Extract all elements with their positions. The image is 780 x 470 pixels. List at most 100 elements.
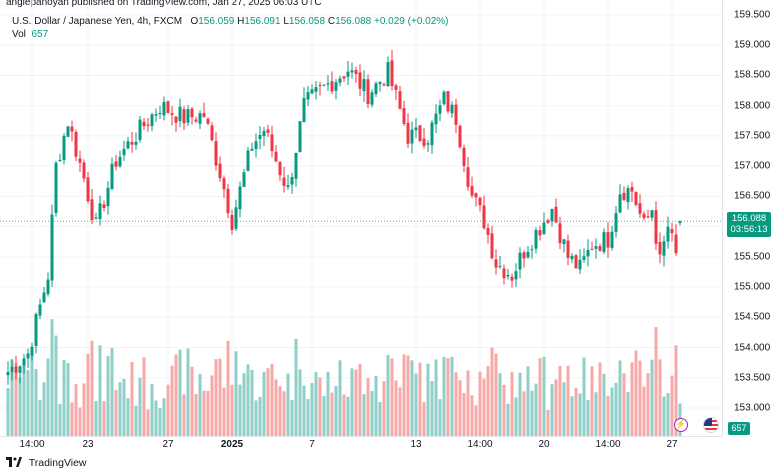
candle-body [494, 259, 498, 268]
volume-bar [198, 373, 202, 436]
candle-body [318, 85, 322, 87]
candle-body [330, 81, 334, 92]
volume-bar [302, 385, 306, 436]
volume-bar [6, 388, 10, 436]
volume-bar [246, 364, 250, 436]
candle-body [338, 78, 342, 83]
volume-bar [586, 400, 590, 436]
candle-body [42, 292, 46, 303]
candle-body [470, 186, 474, 196]
change-value: +0.029 (+0.02%) [374, 16, 449, 27]
volume-bar [46, 358, 50, 436]
volume-bar [126, 398, 130, 436]
candle-body [122, 148, 126, 156]
candle-body [110, 163, 114, 189]
volume-bar [434, 359, 438, 436]
volume-bar [114, 390, 118, 436]
candle-body [78, 158, 82, 163]
candle-body [366, 79, 370, 105]
candle-body [482, 205, 486, 229]
candle-body [550, 208, 554, 222]
high-label: H [237, 16, 245, 27]
candle-body [538, 230, 542, 236]
candle-body [38, 304, 42, 316]
candle-body [26, 353, 30, 359]
volume-bar [354, 369, 358, 436]
volume-bar [42, 382, 46, 436]
volume-bar [530, 390, 534, 436]
candle-body [178, 106, 182, 121]
volume-label: Vol [12, 29, 26, 40]
candle-body [410, 129, 414, 144]
chart-legend: U.S. Dollar / Japanese Yen, 4h, FXCM O 15… [12, 15, 449, 41]
volume-bar [214, 359, 218, 436]
volume-bar [350, 368, 354, 436]
candlestick-chart[interactable] [0, 0, 722, 436]
candle-body [258, 135, 262, 140]
lightning-event-icon[interactable]: ⚡ [674, 418, 688, 432]
price-axis[interactable]: 159.500 159.000 158.500 158.000 157.500 157.0… [722, 0, 780, 436]
close-value: 156.088 [335, 16, 372, 27]
volume-bar [174, 354, 178, 436]
candle-body [430, 122, 434, 146]
candle-body [442, 91, 446, 105]
volume-bar [382, 381, 386, 436]
volume-bar [274, 379, 278, 436]
price-tick-label: 156.500 [734, 190, 771, 202]
volume-bar [494, 353, 498, 436]
candle-body [582, 256, 586, 260]
candle-body [326, 83, 330, 85]
volume-bar [526, 366, 530, 436]
candle-body [314, 87, 318, 92]
time-tick-label: 14:00 [467, 439, 493, 450]
open-label: O [190, 16, 199, 27]
volume-bar [298, 369, 302, 436]
candle-body [18, 366, 22, 373]
volume-bar [406, 355, 410, 436]
candles [6, 50, 682, 385]
price-tick-label: 153.500 [734, 372, 771, 384]
candle-body [554, 206, 558, 223]
volume-bar [290, 400, 294, 436]
candle-body [638, 203, 642, 214]
volume-bar [118, 382, 122, 436]
candle-body [426, 143, 430, 145]
time-tick-label: 27 [666, 439, 678, 450]
volume-bar [394, 380, 398, 436]
candle-body [222, 178, 226, 190]
low-value: 156.058 [288, 16, 326, 27]
candle-body [526, 251, 530, 258]
candle-body [490, 233, 494, 259]
time-tick-label: 23 [82, 439, 94, 450]
us-flag-event-icon[interactable] [703, 417, 719, 433]
time-tick-label: 20 [538, 439, 550, 450]
candle-body [166, 101, 170, 113]
volume-bar [462, 392, 466, 436]
volume-bar [138, 377, 142, 436]
candle-body [250, 148, 254, 151]
candle-body [394, 85, 398, 90]
candle-body [282, 177, 286, 186]
candle-body [634, 191, 638, 206]
candle-body [358, 72, 362, 89]
volume-bar [518, 372, 522, 436]
volume-bar [562, 382, 566, 436]
volume-bar [38, 400, 42, 436]
volume-bar [170, 365, 174, 436]
tradingview-brand: TradingView [28, 457, 87, 469]
chart-plot-area[interactable] [0, 0, 722, 436]
candle-body [274, 151, 278, 162]
candle-body [450, 104, 454, 114]
volume-bar [18, 376, 22, 436]
candle-body [574, 255, 578, 269]
volume-bar [106, 356, 110, 436]
time-axis[interactable]: 14:00 23 27 2025 7 13 14:00 20 14:00 27 [0, 436, 722, 453]
volume-bar [454, 372, 458, 436]
symbol-title[interactable]: U.S. Dollar / Japanese Yen, 4h, FXCM [12, 16, 183, 27]
candle-body [82, 162, 86, 179]
volume-bar [74, 384, 78, 436]
volume-bar [158, 407, 162, 436]
candle-body [414, 127, 418, 131]
time-tick-label: 27 [162, 439, 174, 450]
volume-bar [78, 407, 82, 436]
